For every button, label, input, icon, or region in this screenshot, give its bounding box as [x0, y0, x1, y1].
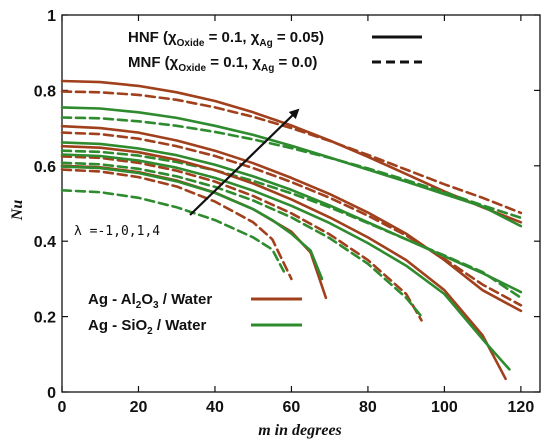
- lambda-arrow: [189, 108, 300, 216]
- series-line-al2o3-dashed-1: [60, 90, 523, 215]
- series-line-sio2-dashed-11: [60, 161, 423, 318]
- x-tick-label: 120: [508, 399, 535, 416]
- series-line-sio2-solid-14: [60, 165, 324, 281]
- plot-area-frame: [61, 14, 541, 393]
- y-tick-label: 0.2: [34, 310, 56, 327]
- x-axis-label: m in degrees: [258, 422, 342, 439]
- x-tick-label: 60: [283, 399, 301, 416]
- y-tick-label: 0: [47, 385, 56, 402]
- axis-ticks: 0 20 40 60 80 100 120 0 0.2 0.4 0.6 0.8 1: [34, 8, 540, 416]
- series-line-sio2-solid-10: [60, 153, 511, 371]
- y-tick-label: 1: [47, 8, 56, 25]
- series-line-sio2-dashed-3: [60, 116, 523, 220]
- fluid-legend: Ag - Al2O3 / Water Ag - SiO2 / Water: [88, 291, 302, 337]
- legend-sio2-label: Ag - SiO2 / Water: [88, 317, 207, 337]
- x-tick-label: 0: [58, 399, 67, 416]
- series-line-al2o3-solid-8: [60, 144, 507, 381]
- series-line-al2o3-dashed-13: [60, 168, 293, 281]
- y-tick-label: 0.8: [34, 83, 56, 100]
- legend-al2o3-label: Ag - Al2O3 / Water: [88, 291, 212, 311]
- x-tick-label: 80: [359, 399, 377, 416]
- style-legend: HNF (χOxide = 0.1, χAg = 0.05) MNF (χOxi…: [128, 29, 422, 74]
- x-tick-label: 20: [130, 399, 148, 416]
- legend-hnf-label: HNF (χOxide = 0.1, χAg = 0.05): [128, 29, 324, 49]
- x-tick-label: 40: [206, 399, 224, 416]
- series-line-al2o3-dashed-5: [60, 131, 523, 307]
- series-line-al2o3-dashed-9: [60, 155, 423, 322]
- series-line-sio2-solid-2: [60, 106, 523, 228]
- legend-mnf-label: MNF (χOxide = 0.1, χAg = 0.0): [128, 54, 317, 74]
- y-axis-label: Nu: [9, 200, 26, 222]
- x-tick-label: 100: [431, 399, 458, 416]
- series-line-sio2-dashed-7: [60, 149, 523, 300]
- lambda-annotation: λ =-1,0,1,4: [74, 224, 160, 239]
- y-tick-label: 0.4: [34, 234, 56, 251]
- series-layer: [60, 79, 523, 381]
- y-tick-label: 0.6: [34, 159, 56, 176]
- series-line-sio2-dashed-15: [60, 189, 286, 273]
